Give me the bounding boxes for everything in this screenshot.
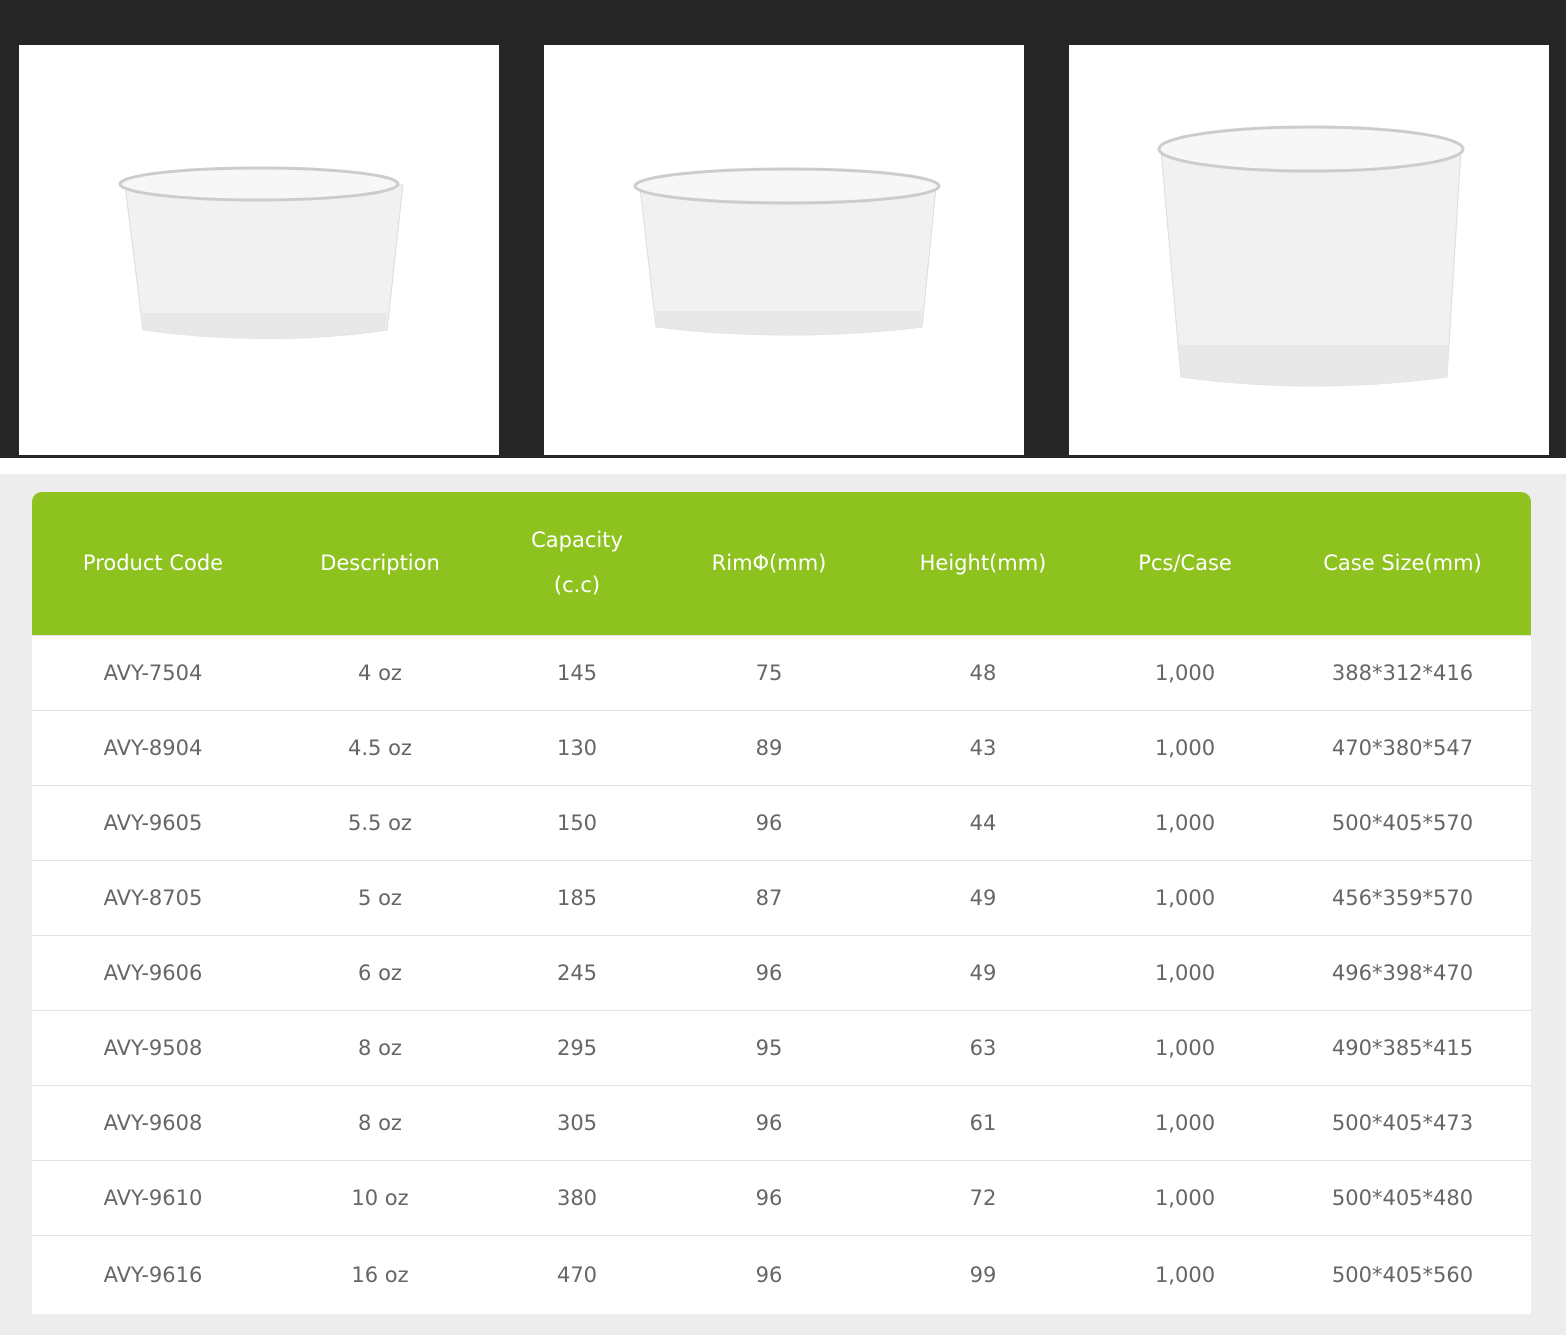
product-image-medium-bowl[interactable]	[544, 45, 1024, 455]
table-row: AVY-9508 8 oz 295 95 63 1,000 490*385*415	[32, 1009, 1531, 1085]
table-row: AVY-9608 8 oz 305 96 61 1,000 500*405*473	[32, 1084, 1531, 1160]
table-row: AVY-8705 5 oz 185 87 49 1,000 456*359*570	[32, 859, 1531, 935]
header-rim: RimΦ(mm)	[668, 492, 870, 635]
cell-pcs-case: 1,000	[1096, 1009, 1274, 1085]
cell-product-code: AVY-9610	[32, 1159, 274, 1235]
cell-height: 61	[870, 1084, 1096, 1160]
cell-case-size: 388*312*416	[1274, 634, 1531, 710]
divider	[0, 458, 1566, 474]
cell-capacity: 295	[486, 1009, 668, 1085]
cell-capacity: 150	[486, 784, 668, 860]
cell-pcs-case: 1,000	[1096, 784, 1274, 860]
cell-height: 49	[870, 859, 1096, 935]
cell-height: 48	[870, 634, 1096, 710]
cell-case-size: 456*359*570	[1274, 859, 1531, 935]
cell-rim: 89	[668, 709, 870, 785]
cell-rim: 87	[668, 859, 870, 935]
cell-rim: 96	[668, 1234, 870, 1314]
cell-capacity: 245	[486, 934, 668, 1010]
cell-rim: 95	[668, 1009, 870, 1085]
cell-description: 16 oz	[274, 1234, 486, 1314]
cell-description: 5.5 oz	[274, 784, 486, 860]
header-capacity-unit: (c.c)	[553, 573, 601, 598]
cell-height: 43	[870, 709, 1096, 785]
cell-rim: 96	[668, 934, 870, 1010]
cell-product-code: AVY-8904	[32, 709, 274, 785]
table-row: AVY-9610 10 oz 380 96 72 1,000 500*405*480	[32, 1159, 1531, 1235]
cell-capacity: 380	[486, 1159, 668, 1235]
product-gallery	[0, 0, 1566, 458]
cell-description: 5 oz	[274, 859, 486, 935]
cell-height: 72	[870, 1159, 1096, 1235]
paper-bowl-image	[118, 166, 404, 339]
cell-pcs-case: 1,000	[1096, 934, 1274, 1010]
header-capacity-label: Capacity	[531, 528, 623, 553]
cell-case-size: 500*405*480	[1274, 1159, 1531, 1235]
header-product-code: Product Code	[32, 492, 274, 635]
cell-capacity: 145	[486, 634, 668, 710]
table-row: AVY-9606 6 oz 245 96 49 1,000 496*398*470	[32, 934, 1531, 1010]
cell-pcs-case: 1,000	[1096, 709, 1274, 785]
cell-product-code: AVY-9605	[32, 784, 274, 860]
paper-bowl-image	[1157, 125, 1465, 387]
product-image-small-bowl[interactable]	[19, 45, 499, 455]
cell-case-size: 500*405*570	[1274, 784, 1531, 860]
cell-case-size: 470*380*547	[1274, 709, 1531, 785]
table-row: AVY-9616 16 oz 470 96 99 1,000 500*405*560	[32, 1234, 1531, 1314]
cell-rim: 96	[668, 1084, 870, 1160]
cell-pcs-case: 1,000	[1096, 1234, 1274, 1314]
paper-bowl-image	[633, 167, 941, 336]
header-pcs-case: Pcs/Case	[1096, 492, 1274, 635]
header-capacity: Capacity (c.c)	[486, 492, 668, 635]
cell-product-code: AVY-7504	[32, 634, 274, 710]
cell-case-size: 490*385*415	[1274, 1009, 1531, 1085]
cell-description: 6 oz	[274, 934, 486, 1010]
header-case-size: Case Size(mm)	[1274, 492, 1531, 635]
cell-case-size: 500*405*473	[1274, 1084, 1531, 1160]
cell-product-code: AVY-9508	[32, 1009, 274, 1085]
product-image-large-bowl[interactable]	[1069, 45, 1549, 455]
cell-description: 10 oz	[274, 1159, 486, 1235]
cell-rim: 96	[668, 784, 870, 860]
cell-description: 8 oz	[274, 1084, 486, 1160]
header-height: Height(mm)	[870, 492, 1096, 635]
cell-case-size: 500*405*560	[1274, 1234, 1531, 1314]
cell-pcs-case: 1,000	[1096, 634, 1274, 710]
cell-description: 4.5 oz	[274, 709, 486, 785]
cell-product-code: AVY-9606	[32, 934, 274, 1010]
cell-product-code: AVY-9616	[32, 1234, 274, 1314]
cell-pcs-case: 1,000	[1096, 859, 1274, 935]
table-row: AVY-9605 5.5 oz 150 96 44 1,000 500*405*570	[32, 784, 1531, 860]
cell-capacity: 185	[486, 859, 668, 935]
cell-pcs-case: 1,000	[1096, 1084, 1274, 1160]
cell-description: 8 oz	[274, 1009, 486, 1085]
cell-height: 99	[870, 1234, 1096, 1314]
cell-height: 63	[870, 1009, 1096, 1085]
cell-case-size: 496*398*470	[1274, 934, 1531, 1010]
cell-pcs-case: 1,000	[1096, 1159, 1274, 1235]
product-spec-table: Product Code Description Capacity (c.c) R…	[32, 492, 1531, 1314]
cell-rim: 75	[668, 634, 870, 710]
table-row: AVY-7504 4 oz 145 75 48 1,000 388*312*416	[32, 634, 1531, 710]
cell-product-code: AVY-8705	[32, 859, 274, 935]
table-header-row: Product Code Description Capacity (c.c) R…	[32, 492, 1531, 635]
cell-product-code: AVY-9608	[32, 1084, 274, 1160]
cell-description: 4 oz	[274, 634, 486, 710]
cell-height: 44	[870, 784, 1096, 860]
cell-height: 49	[870, 934, 1096, 1010]
table-row: AVY-8904 4.5 oz 130 89 43 1,000 470*380*547	[32, 709, 1531, 785]
cell-capacity: 130	[486, 709, 668, 785]
cell-capacity: 470	[486, 1234, 668, 1314]
cell-rim: 96	[668, 1159, 870, 1235]
cell-capacity: 305	[486, 1084, 668, 1160]
header-description: Description	[274, 492, 486, 635]
